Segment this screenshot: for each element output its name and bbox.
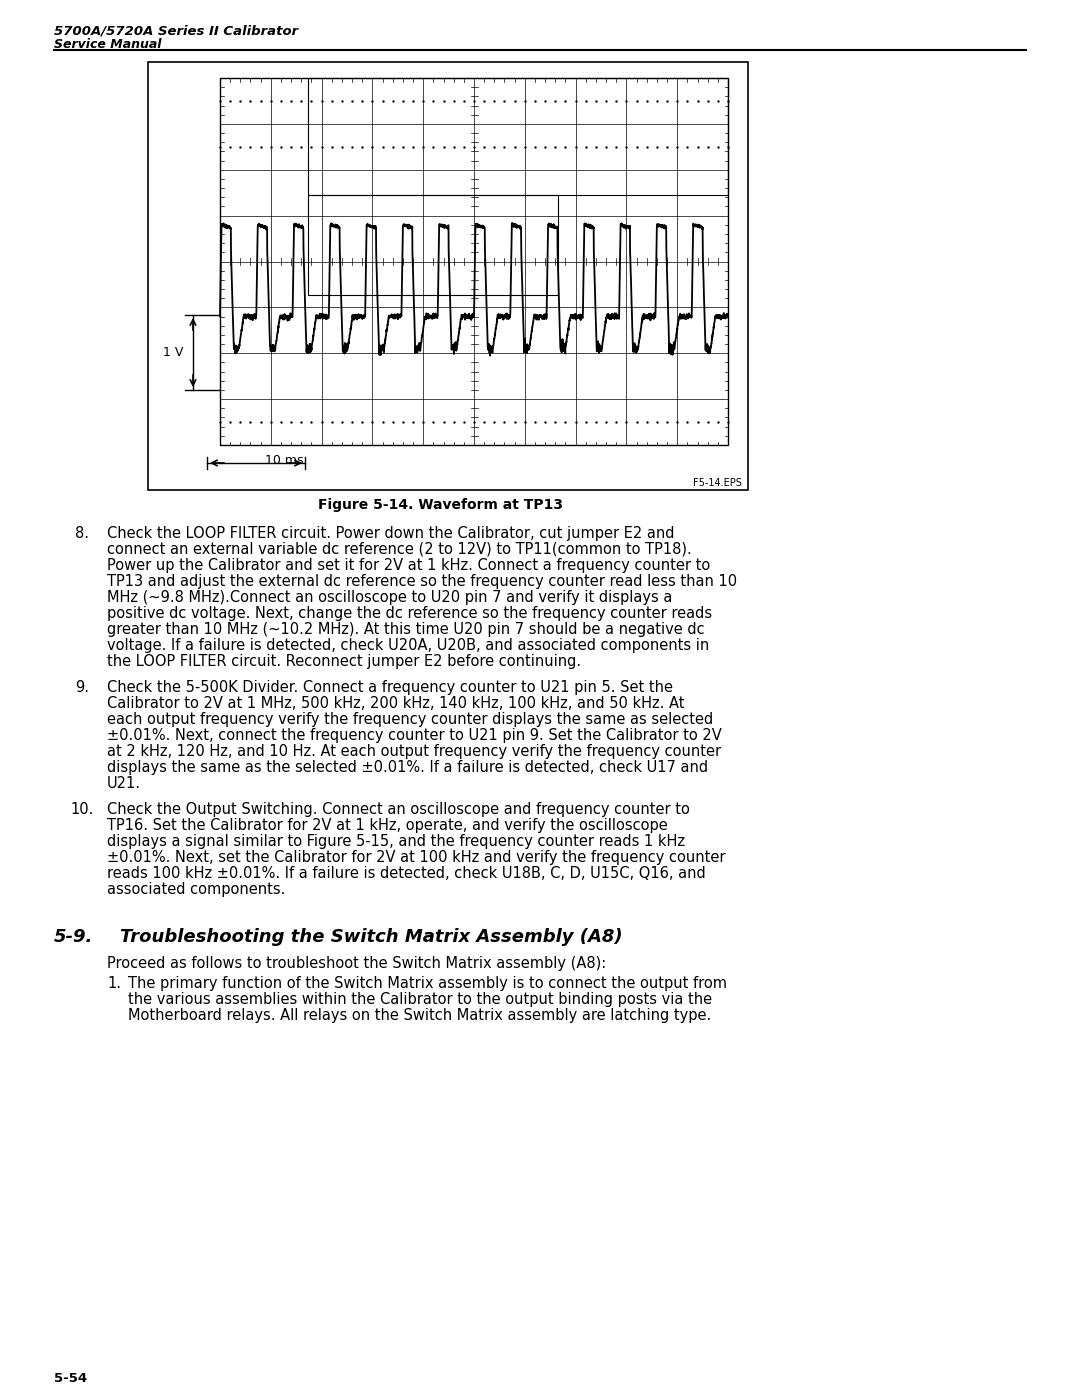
Bar bbox=[148, 61, 748, 490]
Text: Check the 5-500K Divider. Connect a frequency counter to U21 pin 5. Set the: Check the 5-500K Divider. Connect a freq… bbox=[107, 680, 673, 694]
Text: TP13 and adjust the external dc reference so the frequency counter read less tha: TP13 and adjust the external dc referenc… bbox=[107, 574, 738, 590]
Text: TP16. Set the Calibrator for 2V at 1 kHz, operate, and verify the oscilloscope: TP16. Set the Calibrator for 2V at 1 kHz… bbox=[107, 819, 667, 833]
Bar bbox=[308, 196, 558, 295]
Text: displays the same as the selected ±0.01%. If a failure is detected, check U17 an: displays the same as the selected ±0.01%… bbox=[107, 760, 708, 775]
Text: Check the Output Switching. Connect an oscilloscope and frequency counter to: Check the Output Switching. Connect an o… bbox=[107, 802, 690, 817]
Text: greater than 10 MHz (~10.2 MHz). At this time U20 pin 7 should be a negative dc: greater than 10 MHz (~10.2 MHz). At this… bbox=[107, 622, 704, 637]
Text: The primary function of the Switch Matrix assembly is to connect the output from: The primary function of the Switch Matri… bbox=[129, 977, 727, 990]
Text: Troubleshooting the Switch Matrix Assembly (A8): Troubleshooting the Switch Matrix Assemb… bbox=[120, 928, 623, 946]
Text: U21.: U21. bbox=[107, 775, 141, 791]
Text: associated components.: associated components. bbox=[107, 882, 285, 897]
Text: 5-9.: 5-9. bbox=[54, 928, 93, 946]
Text: Power up the Calibrator and set it for 2V at 1 kHz. Connect a frequency counter : Power up the Calibrator and set it for 2… bbox=[107, 557, 711, 573]
Text: 5700A/5720A Series II Calibrator: 5700A/5720A Series II Calibrator bbox=[54, 25, 298, 38]
Text: voltage. If a failure is detected, check U20A, U20B, and associated components i: voltage. If a failure is detected, check… bbox=[107, 638, 710, 652]
Text: Calibrator to 2V at 1 MHz, 500 kHz, 200 kHz, 140 kHz, 100 kHz, and 50 kHz. At: Calibrator to 2V at 1 MHz, 500 kHz, 200 … bbox=[107, 696, 685, 711]
Text: F5-14.EPS: F5-14.EPS bbox=[693, 478, 742, 488]
Text: 10 ms: 10 ms bbox=[265, 454, 303, 468]
Text: 9.: 9. bbox=[75, 680, 89, 694]
Text: at 2 kHz, 120 Hz, and 10 Hz. At each output frequency verify the frequency count: at 2 kHz, 120 Hz, and 10 Hz. At each out… bbox=[107, 745, 721, 759]
Text: 8.: 8. bbox=[75, 527, 89, 541]
Text: ±0.01%. Next, connect the frequency counter to U21 pin 9. Set the Calibrator to : ±0.01%. Next, connect the frequency coun… bbox=[107, 728, 721, 743]
Bar bbox=[308, 78, 728, 196]
Text: 1 V: 1 V bbox=[163, 345, 183, 359]
Text: 10.: 10. bbox=[70, 802, 93, 817]
Text: Check the LOOP FILTER circuit. Power down the Calibrator, cut jumper E2 and: Check the LOOP FILTER circuit. Power dow… bbox=[107, 527, 675, 541]
Text: the various assemblies within the Calibrator to the output binding posts via the: the various assemblies within the Calibr… bbox=[129, 992, 712, 1007]
Text: Proceed as follows to troubleshoot the Switch Matrix assembly (A8):: Proceed as follows to troubleshoot the S… bbox=[107, 956, 606, 971]
Bar bbox=[220, 78, 728, 446]
Text: displays a signal similar to Figure 5-15, and the frequency counter reads 1 kHz: displays a signal similar to Figure 5-15… bbox=[107, 834, 685, 849]
Text: the LOOP FILTER circuit. Reconnect jumper E2 before continuing.: the LOOP FILTER circuit. Reconnect jumpe… bbox=[107, 654, 581, 669]
Text: connect an external variable dc reference (2 to 12V) to TP11(common to TP18).: connect an external variable dc referenc… bbox=[107, 542, 692, 557]
Text: 1.: 1. bbox=[107, 977, 121, 990]
Text: Figure 5-14. Waveform at TP13: Figure 5-14. Waveform at TP13 bbox=[318, 497, 563, 511]
Text: positive dc voltage. Next, change the dc reference so the frequency counter read: positive dc voltage. Next, change the dc… bbox=[107, 606, 712, 622]
Text: MHz (~9.8 MHz).Connect an oscilloscope to U20 pin 7 and verify it displays a: MHz (~9.8 MHz).Connect an oscilloscope t… bbox=[107, 590, 673, 605]
Text: reads 100 kHz ±0.01%. If a failure is detected, check U18B, C, D, U15C, Q16, and: reads 100 kHz ±0.01%. If a failure is de… bbox=[107, 866, 705, 882]
Text: Motherboard relays. All relays on the Switch Matrix assembly are latching type.: Motherboard relays. All relays on the Sw… bbox=[129, 1009, 712, 1023]
Text: ±0.01%. Next, set the Calibrator for 2V at 100 kHz and verify the frequency coun: ±0.01%. Next, set the Calibrator for 2V … bbox=[107, 849, 726, 865]
Text: each output frequency verify the frequency counter displays the same as selected: each output frequency verify the frequen… bbox=[107, 712, 713, 726]
Text: Service Manual: Service Manual bbox=[54, 38, 162, 52]
Text: 5-54: 5-54 bbox=[54, 1372, 87, 1384]
